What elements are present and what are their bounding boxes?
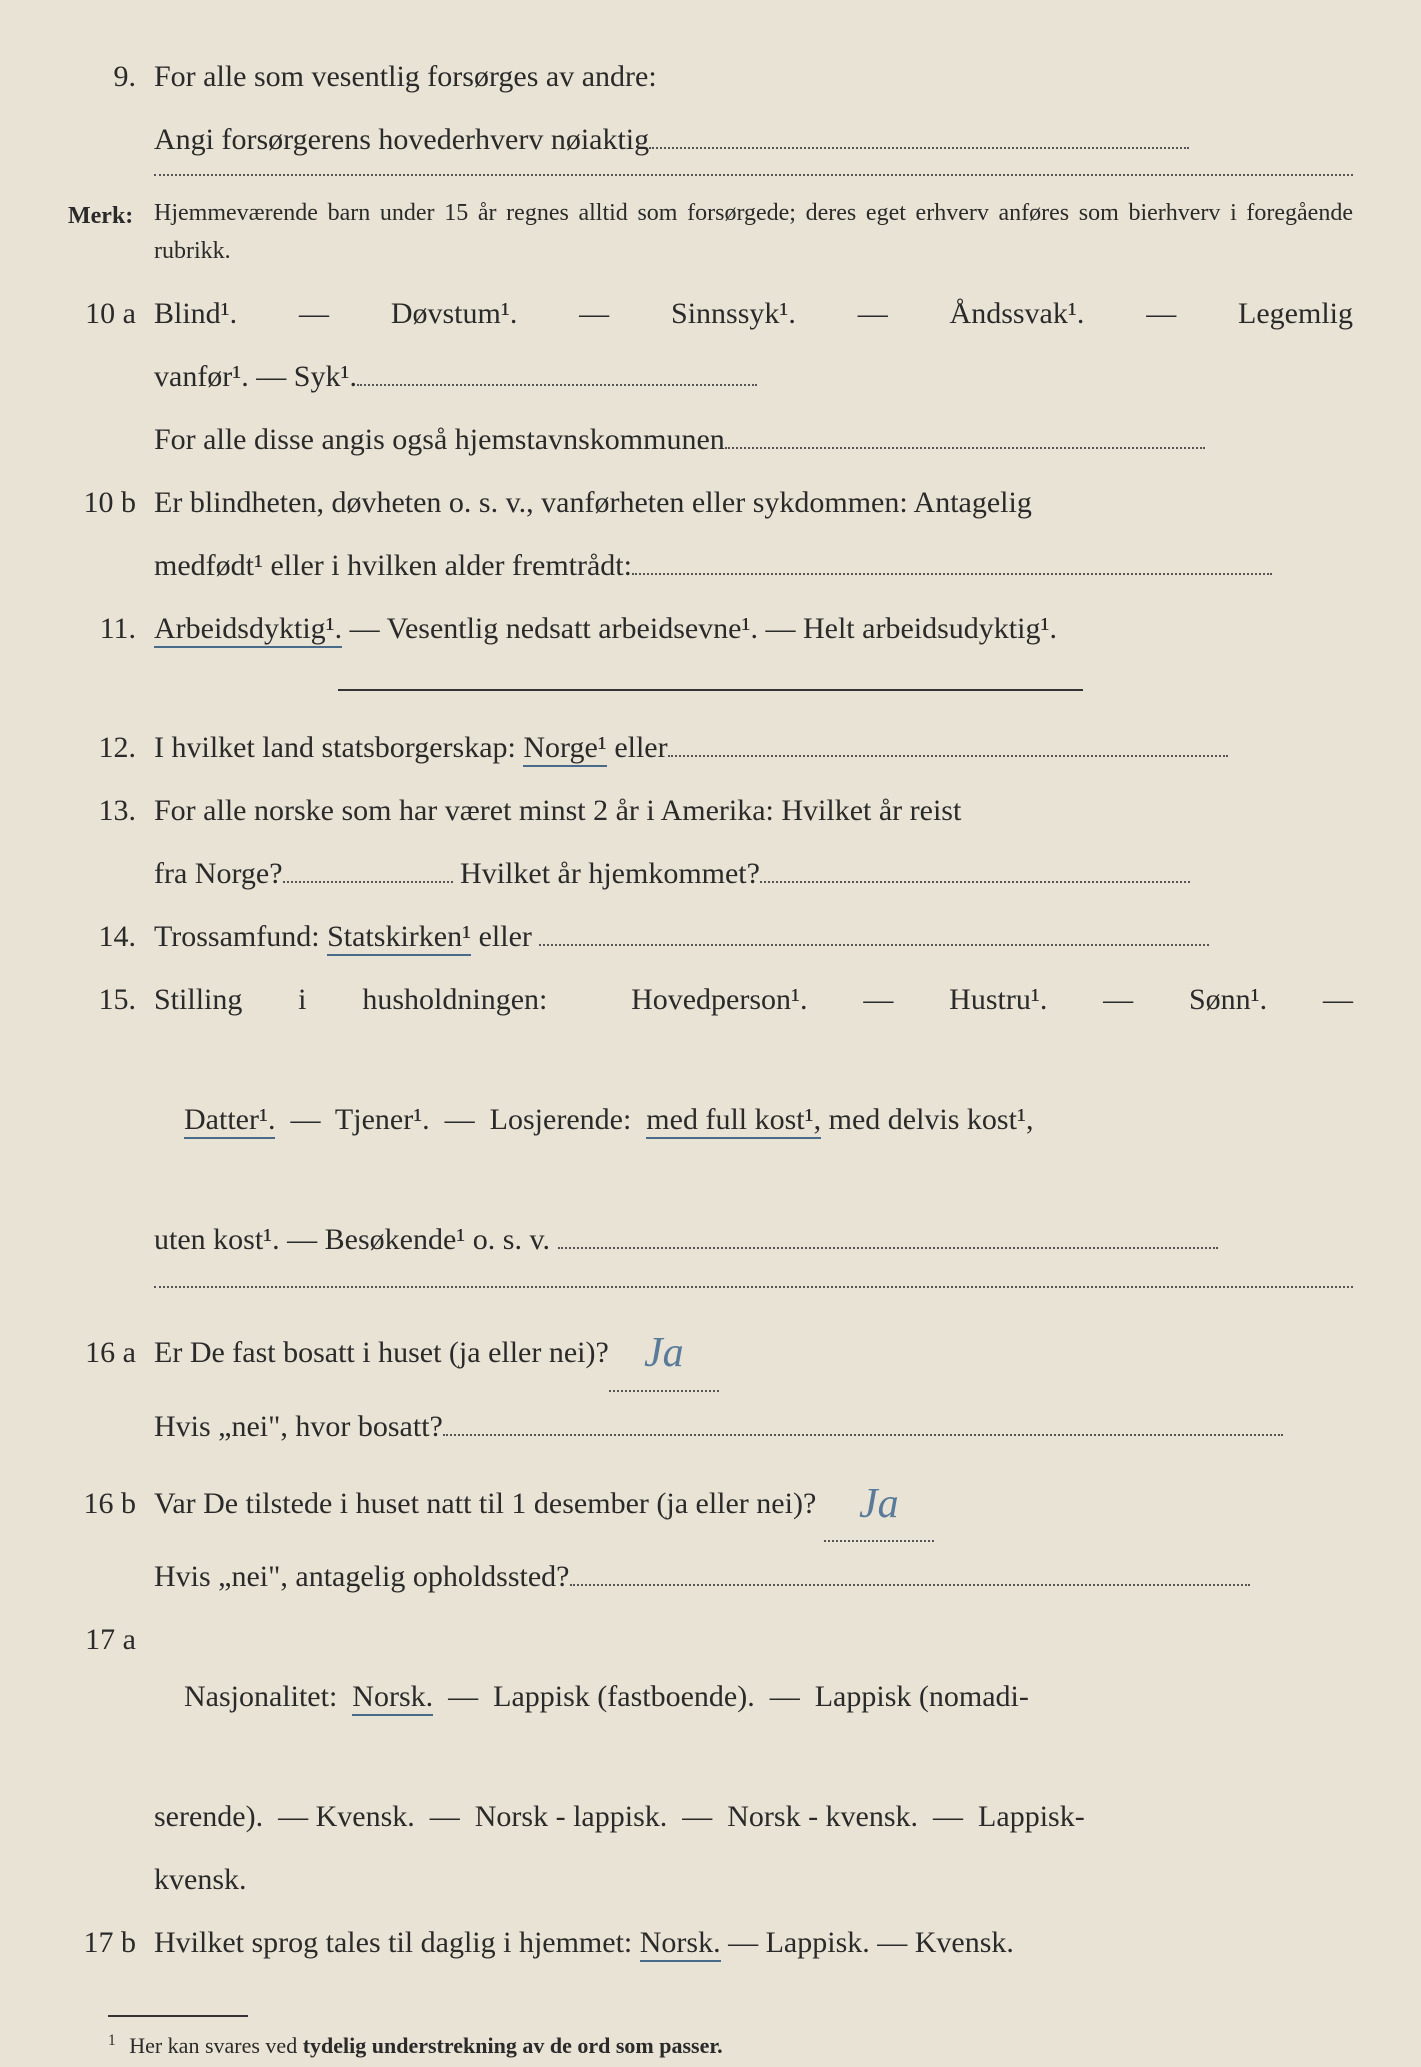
- blank-line: [570, 1584, 1250, 1586]
- q13-number: 13.: [68, 782, 154, 839]
- q16b-line2-row: Hvis „nei", antagelig opholdssted?: [68, 1548, 1353, 1605]
- q15-line2d: med delvis kost¹,: [821, 1103, 1033, 1136]
- q17b-number: 17 b: [68, 1914, 154, 1971]
- divider-dotted: [154, 174, 1353, 176]
- blank-line: [632, 573, 1272, 575]
- merk-label: Merk:: [68, 194, 154, 240]
- q16b-line1: Var De tilstede i huset natt til 1 desem…: [154, 1487, 816, 1520]
- section-divider: [338, 689, 1083, 691]
- q10a-line3-row: For alle disse angis også hjemstavnskomm…: [68, 411, 1353, 468]
- blank-line: [668, 755, 1228, 757]
- q12-a: I hvilket land statsborgerskap:: [154, 731, 523, 764]
- q15-line2a: Datter¹.: [184, 1103, 275, 1139]
- q16a-line2: Hvis „nei", hvor bosatt?: [154, 1410, 443, 1443]
- q14-b: Statskirken¹: [327, 920, 471, 956]
- question-17a: 17 a Nasjonalitet: Norsk. — Lappisk (fas…: [68, 1611, 1353, 1782]
- footnote-b: tydelig understrekning av de ord som pas…: [303, 2033, 723, 2058]
- q16b-number: 16 b: [68, 1475, 154, 1532]
- blank-line: [725, 447, 1205, 449]
- q16a-answer-blank: Ja: [609, 1310, 719, 1392]
- q13-line2b: Hvilket år hjemkommet?: [453, 857, 760, 890]
- q11-rest: — Vesentlig nedsatt arbeidsevne¹. — Helt…: [342, 612, 1057, 645]
- q14-number: 14.: [68, 908, 154, 965]
- q16b-answer-blank: Ja: [824, 1461, 934, 1543]
- q17a-line3: kvensk.: [154, 1851, 1353, 1908]
- blank-line: [539, 944, 1209, 946]
- divider-dotted: [154, 1286, 1353, 1288]
- q13-line1: For alle norske som har været minst 2 år…: [154, 782, 1353, 839]
- q10a-line2-row: vanfør¹. — Syk¹.: [68, 348, 1353, 405]
- question-15: 15. Stilling i husholdningen: Hovedperso…: [68, 971, 1353, 1028]
- q11-number: 11.: [68, 600, 154, 657]
- q10b-number: 10 b: [68, 474, 154, 531]
- question-17b: 17 b Hvilket sprog tales til daglig i hj…: [68, 1914, 1353, 1971]
- blank-line: [283, 881, 453, 883]
- blank-line: [357, 384, 757, 386]
- question-14: 14. Trossamfund: Statskirken¹ eller: [68, 908, 1353, 965]
- question-9: 9. For alle som vesentlig forsørges av a…: [68, 48, 1353, 105]
- blank-line: [443, 1434, 1283, 1436]
- q12-c: eller: [607, 731, 668, 764]
- q10a-line1: Blind¹. — Døvstum¹. — Sinnssyk¹. — Åndss…: [154, 285, 1353, 342]
- q9-line2: Angi forsørgerens hovederhverv nøiaktig: [154, 123, 649, 156]
- merk-text: Hjemmeværende barn under 15 år regnes al…: [154, 194, 1353, 271]
- footnote: 1 Her kan svares ved tydelig understrekn…: [108, 2025, 1353, 2067]
- q10a-line3: For alle disse angis også hjemstavnskomm…: [154, 423, 725, 456]
- q10b-line1: Er blindheten, døvheten o. s. v., vanfør…: [154, 474, 1353, 531]
- q15-line2-row: Datter¹. — Tjener¹. — Losjerende: med fu…: [68, 1034, 1353, 1205]
- q17a-line2-row: serende). — Kvensk. — Norsk - lappisk. —…: [68, 1788, 1353, 1845]
- q14-a: Trossamfund:: [154, 920, 327, 953]
- q15-line3: uten kost¹. — Besøkende¹ o. s. v.: [154, 1223, 558, 1256]
- q15-line2c: med full kost¹,: [646, 1103, 821, 1139]
- q9-number: 9.: [68, 48, 154, 105]
- q17a-b: Norsk.: [352, 1680, 433, 1716]
- q12-number: 12.: [68, 719, 154, 776]
- q17b-a: Hvilket sprog tales til daglig i hjemmet…: [154, 1926, 640, 1959]
- q15-line3-row: uten kost¹. — Besøkende¹ o. s. v.: [68, 1211, 1353, 1268]
- q17b-c: — Lappisk. — Kvensk.: [721, 1926, 1014, 1959]
- q16b-line2: Hvis „nei", antagelig opholdssted?: [154, 1560, 570, 1593]
- q16a-number: 16 a: [68, 1324, 154, 1381]
- q17a-a: Nasjonalitet:: [184, 1680, 352, 1713]
- q16a-line1: Er De fast bosatt i huset (ja eller nei)…: [154, 1336, 609, 1369]
- q17a-number: 17 a: [68, 1611, 154, 1668]
- blank-line: [558, 1247, 1218, 1249]
- q14-c: eller: [471, 920, 539, 953]
- question-12: 12. I hvilket land statsborgerskap: Norg…: [68, 719, 1353, 776]
- q16b-answer: Ja: [855, 1481, 903, 1527]
- q13-line2-row: fra Norge? Hvilket år hjemkommet?: [68, 845, 1353, 902]
- q10b-line2-row: medfødt¹ eller i hvilken alder fremtrådt…: [68, 537, 1353, 594]
- q10a-line2: vanfør¹. — Syk¹.: [154, 360, 357, 393]
- q17a-c: — Lappisk (fastboende). — Lappisk (nomad…: [433, 1680, 1029, 1713]
- blank-line: [649, 147, 1189, 149]
- question-16b: 16 b Var De tilstede i huset natt til 1 …: [68, 1461, 1353, 1543]
- question-10a: 10 a Blind¹. — Døvstum¹. — Sinnssyk¹. — …: [68, 285, 1353, 342]
- q17a-line3-row: kvensk.: [68, 1851, 1353, 1908]
- q10b-line2: medfødt¹ eller i hvilken alder fremtrådt…: [154, 549, 632, 582]
- q9-line1: For alle som vesentlig forsørges av andr…: [154, 48, 1353, 105]
- q11-underlined: Arbeidsdyktig¹.: [154, 612, 342, 648]
- question-10b: 10 b Er blindheten, døvheten o. s. v., v…: [68, 474, 1353, 531]
- footnote-rule: [108, 2015, 248, 2017]
- q15-line1: Stilling i husholdningen: Hovedperson¹. …: [154, 971, 1353, 1028]
- q16a-answer: Ja: [640, 1330, 688, 1376]
- q13-line2a: fra Norge?: [154, 857, 283, 890]
- q12-b: Norge¹: [523, 731, 606, 767]
- q10a-number: 10 a: [68, 285, 154, 342]
- question-13: 13. For alle norske som har været minst …: [68, 782, 1353, 839]
- q9-line2-row: Angi forsørgerens hovederhverv nøiaktig: [68, 111, 1353, 168]
- footnote-sup: 1: [108, 2032, 116, 2049]
- merk-note: Merk: Hjemmeværende barn under 15 år reg…: [68, 194, 1353, 271]
- q15-line2b: — Tjener¹. — Losjerende:: [275, 1103, 646, 1136]
- footnote-a: Her kan svares ved: [129, 2033, 303, 2058]
- q15-number: 15.: [68, 971, 154, 1028]
- question-16a: 16 a Er De fast bosatt i huset (ja eller…: [68, 1310, 1353, 1392]
- q16a-line2-row: Hvis „nei", hvor bosatt?: [68, 1398, 1353, 1455]
- q17b-b: Norsk.: [640, 1926, 721, 1962]
- q17a-line2: serende). — Kvensk. — Norsk - lappisk. —…: [154, 1788, 1353, 1845]
- blank-line: [760, 881, 1190, 883]
- question-11: 11. Arbeidsdyktig¹. — Vesentlig nedsatt …: [68, 600, 1353, 657]
